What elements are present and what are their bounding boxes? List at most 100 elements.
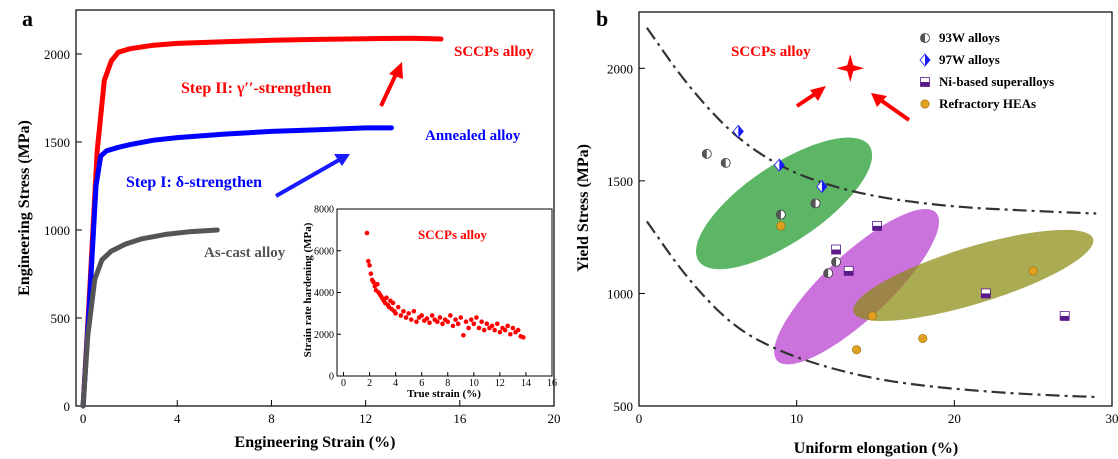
- inset-point: [479, 319, 484, 325]
- marker-fill: [821, 180, 827, 193]
- inset-ylabel: Strain rate hardening (MPa): [302, 222, 314, 357]
- bound-curve-1: [645, 220, 1097, 399]
- inset-point: [484, 321, 490, 327]
- inset-point: [471, 321, 477, 327]
- marker-fill: [872, 225, 882, 231]
- inset-point: [390, 300, 396, 306]
- inset-chart: 0 2 4 6 8 10 12 14 16 0 2000 4000 6000 8000 SCCPs all…: [302, 205, 557, 401]
- inset-y-tick-label: 0: [329, 372, 334, 383]
- x-tick-label: 8: [268, 411, 275, 426]
- panel-b-regions: [696, 137, 1094, 365]
- point-series-3: [918, 333, 928, 343]
- point-series-2: [843, 266, 854, 276]
- inset-point: [466, 325, 471, 331]
- x-tick-label: 10: [790, 411, 803, 426]
- y-tick-label: 500: [614, 399, 634, 414]
- inset-y-tick-label: 6000: [314, 246, 334, 257]
- marker-fill: [920, 99, 930, 109]
- x-tick-label: 0: [80, 411, 87, 426]
- inset-xlabel: True strain (%): [407, 388, 481, 400]
- inset-point: [364, 230, 370, 236]
- panel-b-axes: 0 10 20 30 500 1000 1500 2000: [607, 61, 1118, 426]
- annotation-step-ii: Step II: γ′′-strengthen: [181, 80, 332, 97]
- panel-b-sccps-label: SCCPs alloy: [731, 44, 811, 60]
- inset-y-tick-label: 8000: [314, 205, 334, 216]
- star-shape: [836, 54, 865, 83]
- inset-point: [492, 327, 497, 333]
- annotation-as-cast: As-cast alloy: [204, 245, 286, 261]
- x-tick-label: 12: [359, 411, 372, 426]
- inset-points: [364, 230, 526, 340]
- marker-fill: [702, 149, 707, 159]
- point-series-2: [872, 220, 882, 231]
- point-series-0: [720, 157, 731, 168]
- x-tick-label: 20: [548, 411, 561, 426]
- marker-fill: [1028, 266, 1038, 276]
- panel-a-frame: [75, 9, 555, 407]
- inset-x-tick-label: 16: [547, 378, 557, 389]
- y-tick-label: 1500: [607, 174, 633, 189]
- inset-point: [508, 331, 513, 337]
- legend-marker-1: [919, 53, 931, 67]
- point-series-0: [810, 198, 821, 209]
- marker-fill: [920, 33, 925, 43]
- y-tick-label: 2000: [44, 47, 70, 62]
- inset-point: [463, 319, 469, 325]
- inset-x-tick-label: 0: [341, 378, 346, 389]
- inset-point: [476, 325, 482, 331]
- inset-point: [468, 317, 474, 322]
- panel-a-ylabel: Engineering Stress (MPa): [16, 120, 33, 296]
- point-series-0: [823, 268, 834, 279]
- inset-point: [448, 313, 453, 318]
- marker-fill: [811, 198, 816, 208]
- point-series-2: [831, 244, 841, 255]
- inset-point: [424, 316, 430, 321]
- point-series-1: [732, 124, 744, 138]
- inset-point: [445, 319, 451, 325]
- marker-fill: [981, 293, 991, 298]
- series-line-0: [80, 35, 444, 409]
- inset-point: [398, 313, 404, 318]
- point-series-3: [776, 221, 786, 231]
- y-tick-label: 1000: [44, 223, 70, 238]
- panel-a-xlabel: Engineering Strain (%): [235, 434, 396, 451]
- series-line-2: [80, 227, 220, 409]
- inset-x-tick-label: 8: [445, 378, 450, 389]
- inset-point: [371, 279, 376, 285]
- inset-point: [453, 317, 458, 322]
- inset-x-tick-label: 12: [495, 378, 505, 389]
- point-series-0: [776, 209, 786, 220]
- step-i-arrow: [275, 154, 350, 198]
- inset-point: [461, 332, 466, 338]
- inset-point: [419, 313, 424, 318]
- inset-point: [401, 308, 406, 314]
- legend-marker-0: [920, 33, 930, 43]
- panel-a-curves: [80, 35, 444, 409]
- y-tick-label: 500: [51, 311, 71, 326]
- marker-fill: [852, 345, 862, 355]
- legend-label-3: Refractory HEAs: [939, 96, 1036, 111]
- marker-fill: [844, 270, 854, 276]
- marker-fill: [867, 311, 877, 321]
- inset-point: [489, 323, 495, 329]
- point-series-3: [867, 311, 877, 321]
- marker-fill: [721, 158, 726, 168]
- point-series-0: [701, 148, 712, 159]
- point-series-1: [816, 179, 828, 194]
- inset-point: [427, 320, 432, 326]
- inset-axes: 0 2 4 6 8 10 12 14 16 0 2000 4000 6000 8000: [314, 205, 557, 390]
- inset-y-tick-label: 4000: [314, 288, 334, 299]
- region-ellipse-0: [696, 137, 873, 270]
- legend-label-0: 93W alloys: [939, 30, 1000, 45]
- inset-point: [521, 335, 526, 340]
- inset-point: [403, 315, 409, 320]
- annotation-annealed: Annealed alloy: [425, 128, 521, 144]
- region-ellipse-2: [853, 229, 1094, 322]
- inset-point: [393, 311, 398, 316]
- inset-point: [406, 311, 411, 316]
- panel-b-bounds: [645, 27, 1097, 399]
- marker-fill: [920, 82, 930, 87]
- marker-fill: [831, 249, 841, 255]
- inset-point: [384, 295, 389, 301]
